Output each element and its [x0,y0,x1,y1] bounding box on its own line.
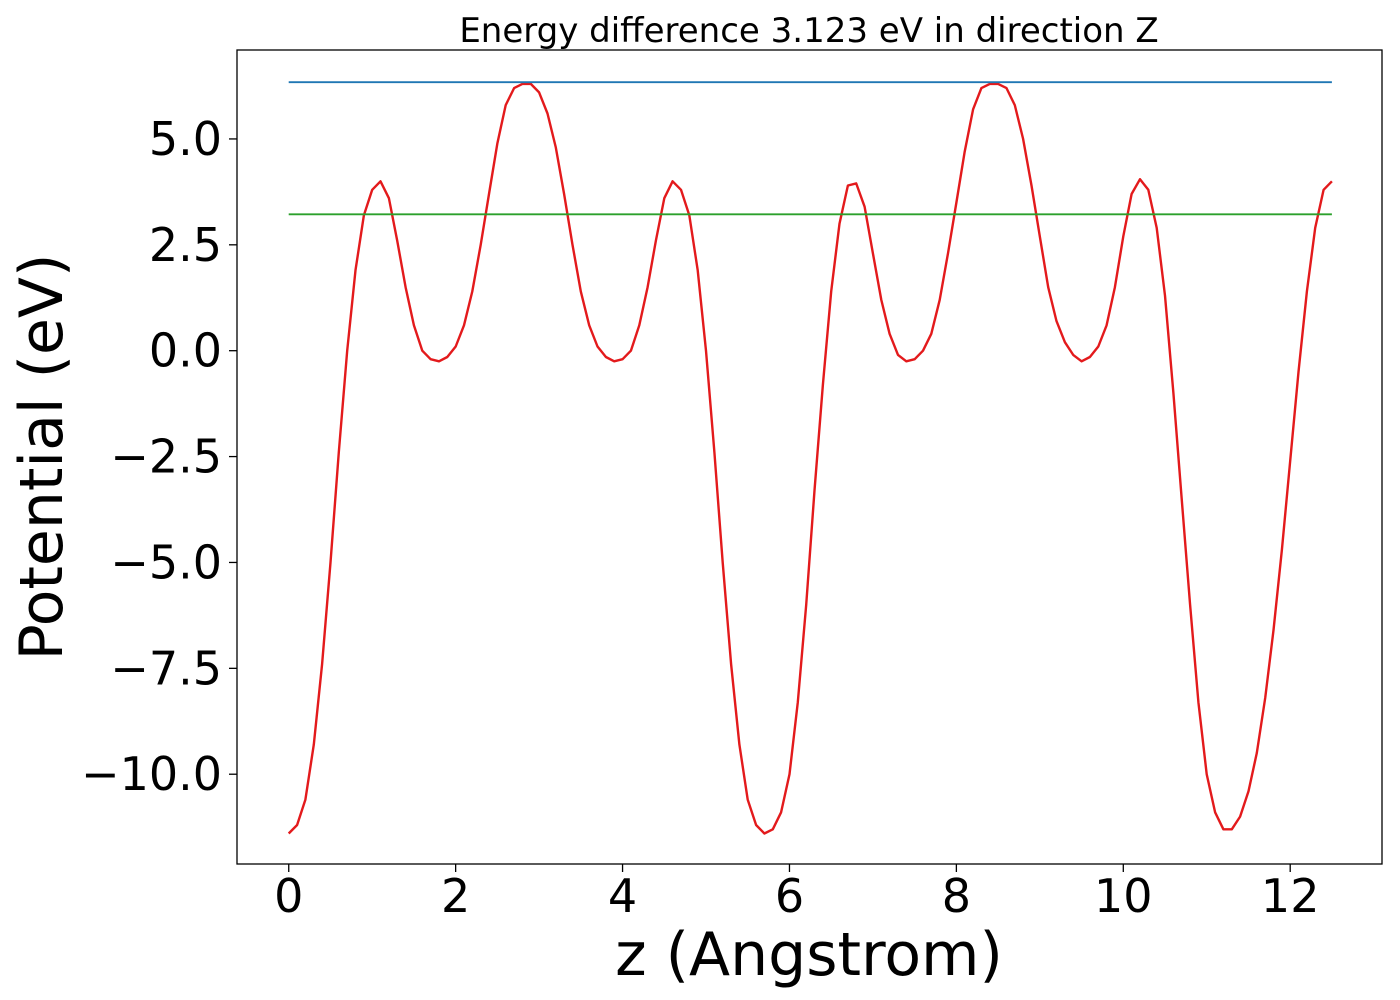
plot-layer [287,81,1333,835]
x-tick-label: 12 [1261,869,1320,923]
y-tick-label: 0.0 [149,324,222,378]
x-tick-label: 2 [441,869,470,923]
y-axis-label: Potential (eV) [7,254,77,661]
y-tick-label: −2.5 [110,430,222,484]
x-tick-label: 0 [274,869,303,923]
y-tick-label: −7.5 [110,641,222,695]
ticks-layer: 0 2 4 6 8 10 12 5.0 2.5 0.0 −2.5 −5.0 −7.5 −10.0 [81,112,1319,923]
x-axis-label: z (Angstrom) [615,920,1003,990]
y-tick-label: −5.0 [110,535,222,589]
y-tick-label: 2.5 [149,218,222,272]
y-tick-label: 5.0 [149,112,222,166]
series-line-0 [287,82,1333,835]
y-tick-label: −10.0 [81,747,222,801]
plot-frame [236,49,1383,865]
x-tick-label: 4 [608,869,637,923]
chart-title: Energy difference 3.123 eV in direction … [459,11,1158,51]
x-tick-label: 10 [1094,869,1153,923]
x-tick-label: 6 [775,869,804,923]
x-tick-label: 8 [942,869,971,923]
